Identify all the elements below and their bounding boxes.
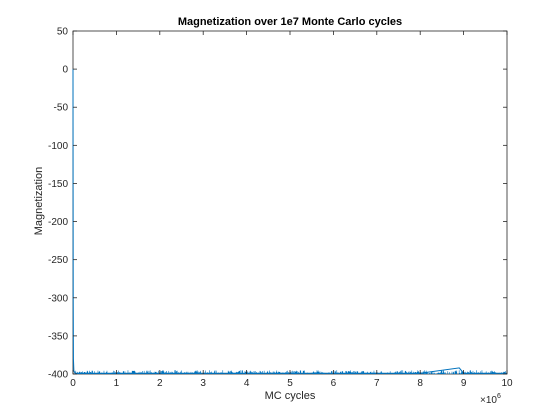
x-tick-label: 1 [114,378,120,389]
y-tick-label: -50 [54,103,69,114]
x-tick-label: 6 [331,378,337,389]
y-tick-label: -400 [48,370,68,381]
y-tick-label: -100 [48,141,68,152]
plot-area: 0 1 2 3 4 5 6 7 8 9 10 50 0 -50 -100 -150 -200 -250 -300 -3… [48,27,513,390]
x-exponent-label: ×106 [480,393,501,406]
y-tick-label: -250 [48,255,68,266]
series-layer [72,69,507,374]
y-tick-label: -150 [48,179,68,190]
ticks-layer: 0 1 2 3 4 5 6 7 8 9 10 50 0 -50 -100 -150 -200 -250 -300 -3… [48,27,513,390]
x-tick-label: 0 [70,378,76,389]
y-tick-label: 0 [62,65,68,76]
chart-title: Magnetization over 1e7 Monte Carlo cycle… [178,16,402,28]
series-fluctuation-band [75,370,507,374]
x-exponent-power: 6 [497,393,501,400]
x-axis-label: MC cycles [265,390,316,402]
y-tick-label: 50 [57,27,69,38]
x-tick-label: 9 [461,378,467,389]
x-tick-label: 8 [417,378,423,389]
x-tick-label: 4 [244,378,250,389]
x-tick-label: 5 [287,378,293,389]
x-tick-label: 3 [200,378,206,389]
x-tick-label: 10 [501,378,513,389]
y-axis-label: Magnetization [33,167,45,236]
x-tick-label: 2 [157,378,163,389]
y-tick-label: -200 [48,217,68,228]
y-tick-label: -300 [48,293,68,304]
x-exponent-base: ×10 [480,395,497,406]
plot-frame [72,30,508,375]
y-tick-label: -350 [48,331,68,342]
x-tick-label: 7 [374,378,380,389]
